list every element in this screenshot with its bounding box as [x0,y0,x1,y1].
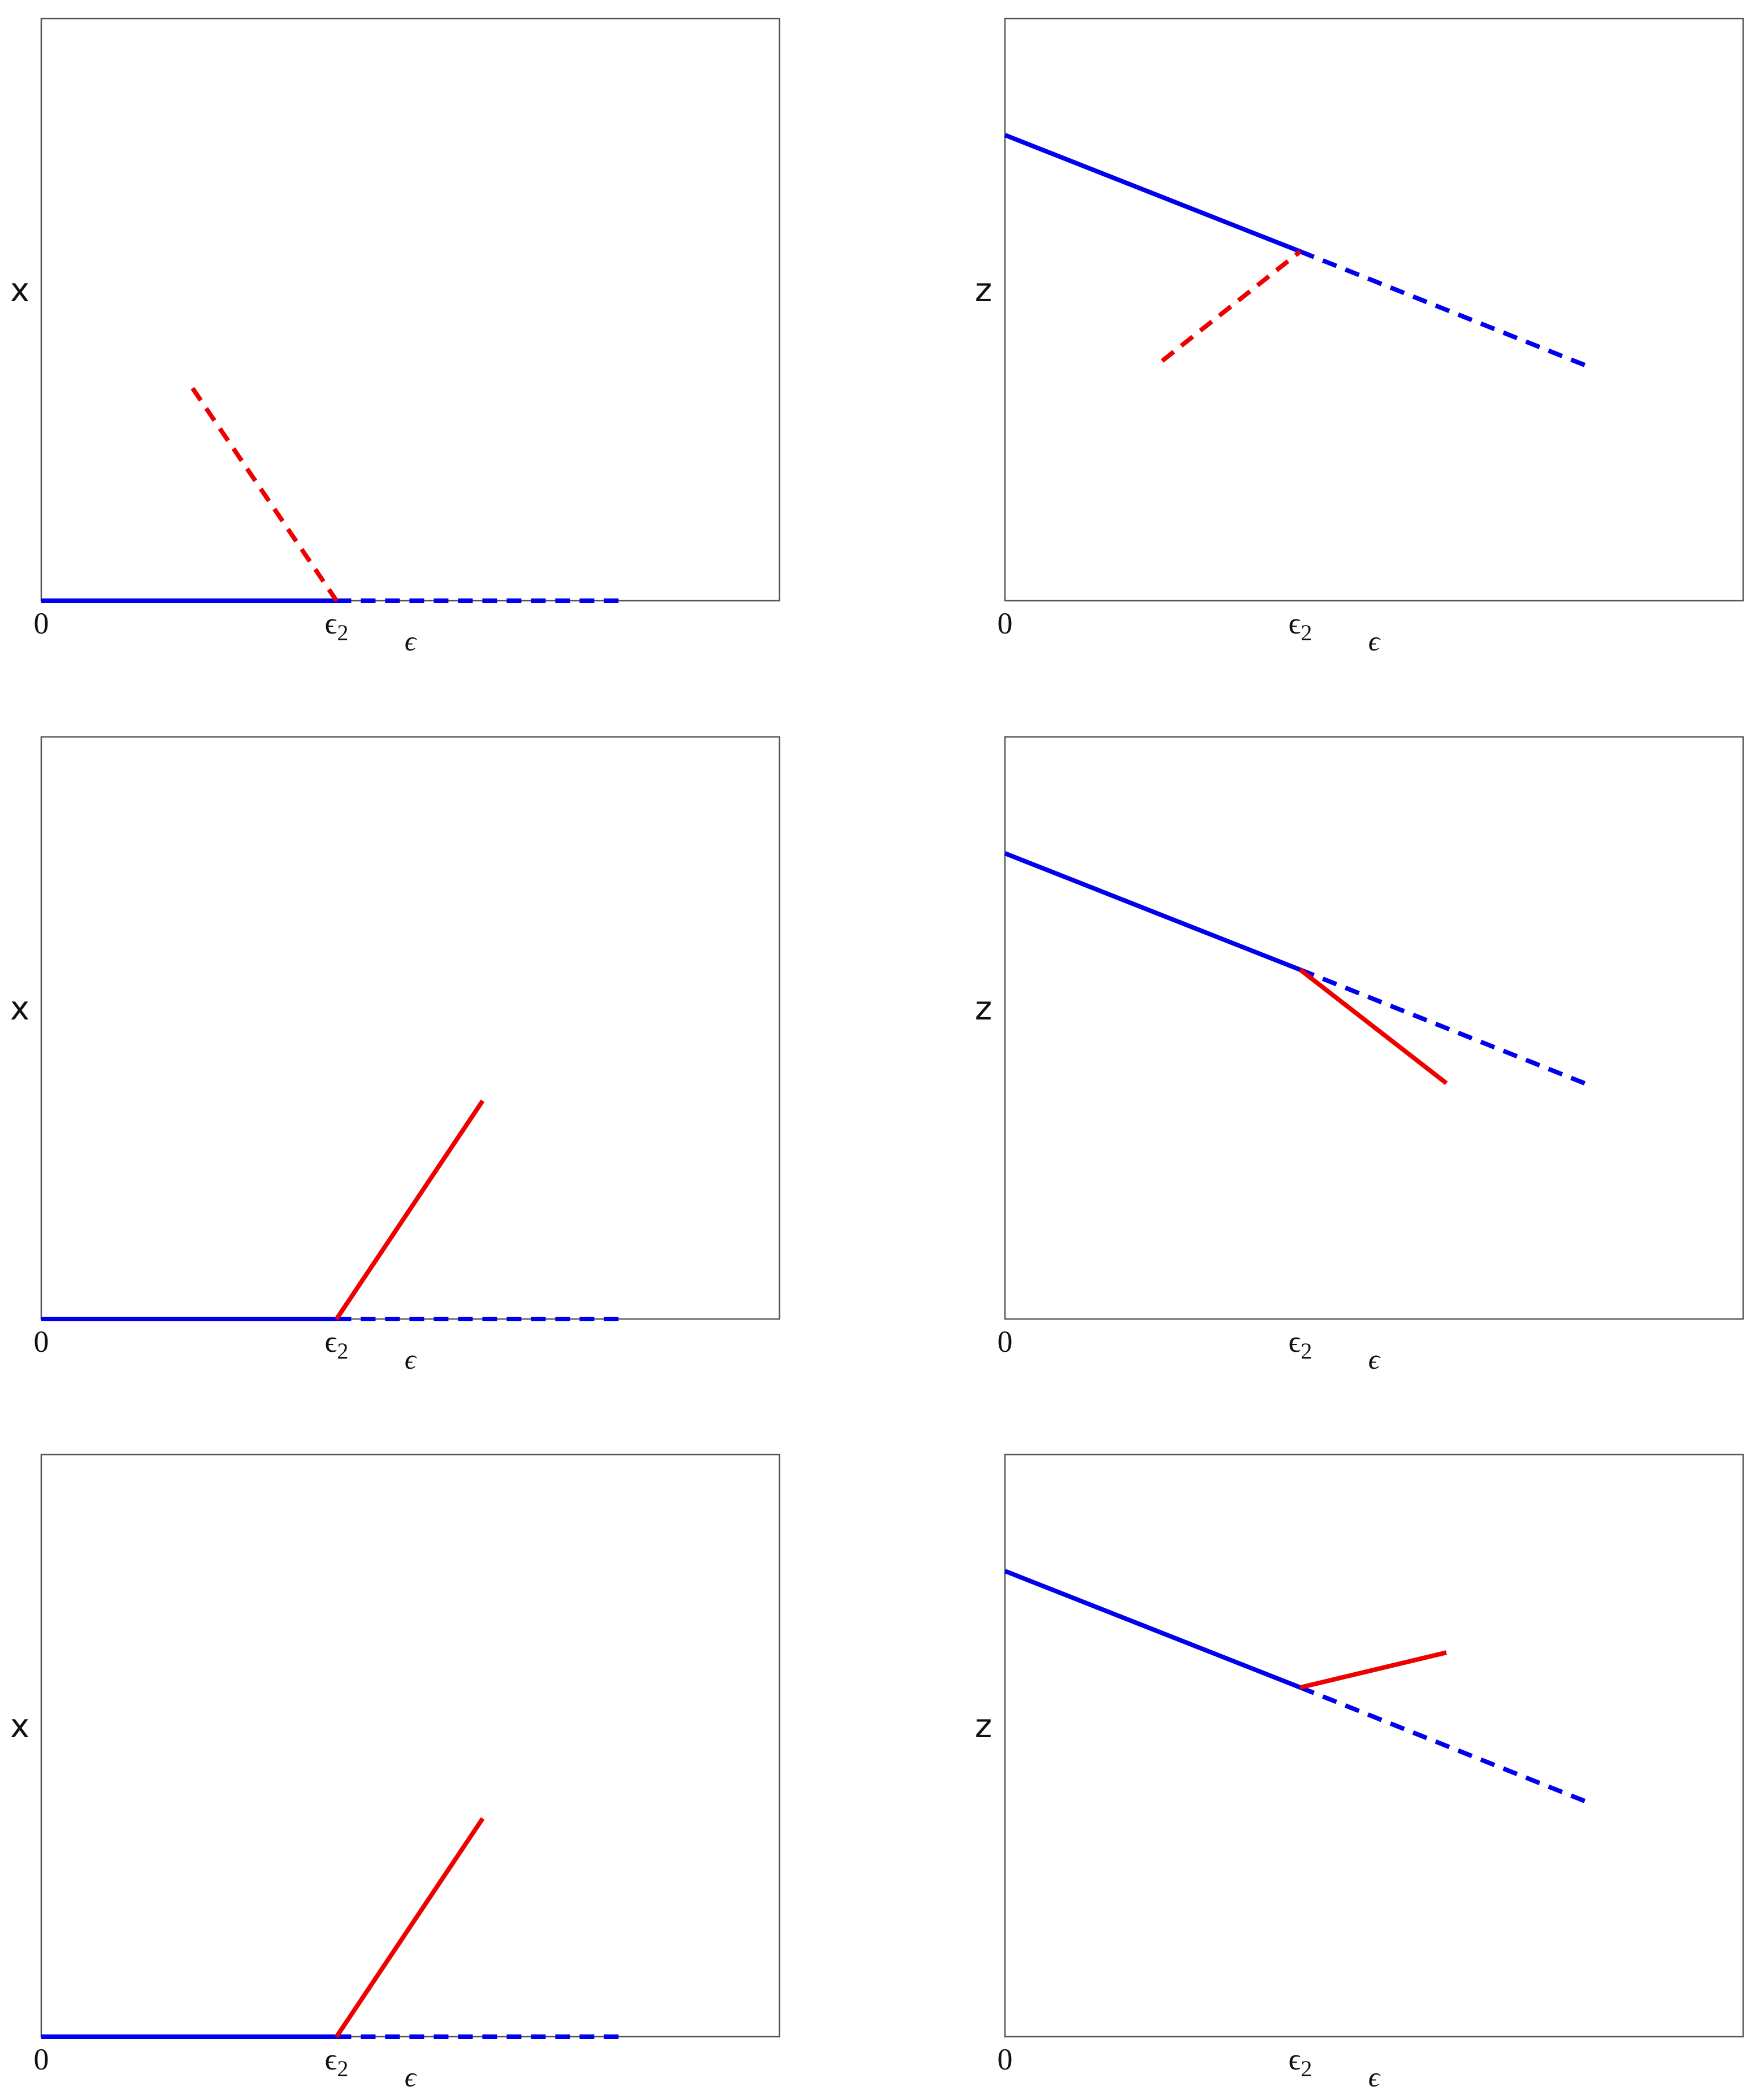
blue-solid-line [1004,133,1301,254]
x-tick-label: 0 [34,1325,49,1359]
panel-3: x 0 ϵ2 ϵ [10,736,781,1375]
panel-5: x 0 ϵ2 ϵ [10,1453,781,2093]
blue-dashed-line [1299,1685,1593,1806]
x-tick-label: ϵ2 [324,1325,348,1364]
panel-1: x 0 ϵ2 ϵ [10,18,781,657]
blue-dashed-line [1299,967,1593,1088]
plot-frame [1004,736,1744,1320]
red-solid-line [335,1099,485,1321]
x-tick-label: 0 [998,2042,1013,2076]
x-axis-label: ϵ [1368,1343,1381,1375]
x-tick-label: 0 [34,2042,49,2076]
y-axis-label: x [10,989,29,1027]
x-tick-label: ϵ2 [1288,1325,1312,1364]
x-axis-label: ϵ [1368,625,1381,657]
blue-solid-line [1004,851,1301,972]
blue-dashed-line [1299,249,1593,370]
y-axis-label: z [975,1707,992,1745]
x-tick-label: 0 [998,1325,1013,1359]
red-solid-line [1299,1650,1447,1690]
x-axis-label: ϵ [405,625,417,657]
x-tick-label: 0 [34,606,49,640]
x-axis-label: ϵ [1368,2061,1381,2093]
red-solid-line [335,1817,485,2038]
x-tick-label: ϵ2 [324,2042,348,2081]
panel-2: z 0 ϵ2 ϵ [975,18,1744,657]
y-axis-label: z [975,271,992,309]
x-tick-label: 0 [998,606,1013,640]
y-axis-label: z [975,989,992,1027]
plot-frame [40,1453,781,2038]
panel-6: z 0 ϵ2 ϵ [975,1453,1744,2093]
plot-frame [40,736,781,1320]
x-tick-label: ϵ2 [324,606,348,645]
blue-solid-line [1004,1569,1301,1690]
plot-frame [40,18,781,602]
x-tick-label: ϵ2 [1288,2042,1312,2081]
x-axis-label: ϵ [405,2061,417,2093]
plot-frame [1004,18,1744,602]
y-axis-label: x [10,1707,29,1745]
y-axis-label: x [10,271,29,309]
red-dashed-line [190,387,339,602]
red-solid-line [1298,967,1448,1085]
red-dashed-line [1160,249,1302,363]
x-tick-label: ϵ2 [1288,606,1312,645]
x-axis-label: ϵ [405,1343,417,1375]
plot-frame [1004,1453,1744,2038]
panel-4: z 0 ϵ2 ϵ [975,736,1744,1375]
